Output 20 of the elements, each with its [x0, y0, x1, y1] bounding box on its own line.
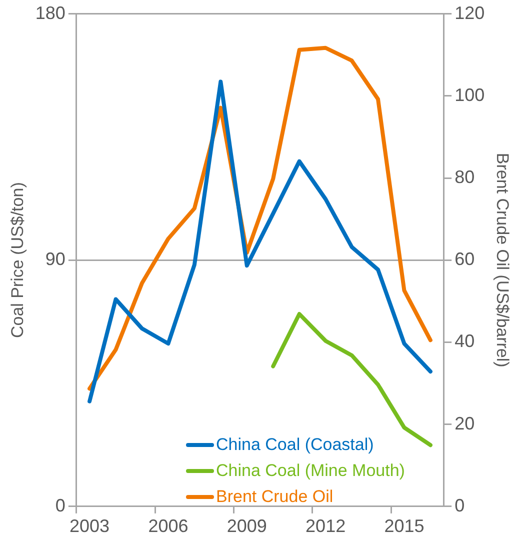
y2-tick-label: 80	[454, 166, 475, 187]
y2-tick-label: 20	[454, 413, 475, 434]
y-axis-title: Coal Price (US$/ton)	[8, 182, 27, 338]
x-tick-label: 2009	[226, 516, 267, 536]
y2-tick-label: 40	[454, 331, 475, 352]
x-tick-label: 2003	[70, 516, 110, 536]
y-tick-label: 0	[55, 495, 66, 516]
legend-label: China Coal (Coastal)	[216, 434, 374, 456]
x-tick-label: 2015	[384, 516, 424, 536]
y2-tick-label: 120	[454, 2, 485, 23]
y2-tick-label: 100	[454, 84, 485, 105]
y2-axis-title: Brent Crude Oil (US$/barrel)	[493, 152, 512, 368]
y-tick-label: 180	[35, 2, 66, 23]
legend-label: Brent Crude Oil	[216, 486, 334, 508]
y2-tick-label: 60	[454, 249, 475, 270]
y2-tick-label: 0	[454, 495, 465, 516]
legend-label: China Coal (Mine Mouth)	[216, 460, 405, 482]
y-tick-label: 90	[45, 249, 66, 270]
x-tick-label: 2012	[306, 516, 346, 536]
x-tick-label: 2006	[148, 516, 188, 536]
